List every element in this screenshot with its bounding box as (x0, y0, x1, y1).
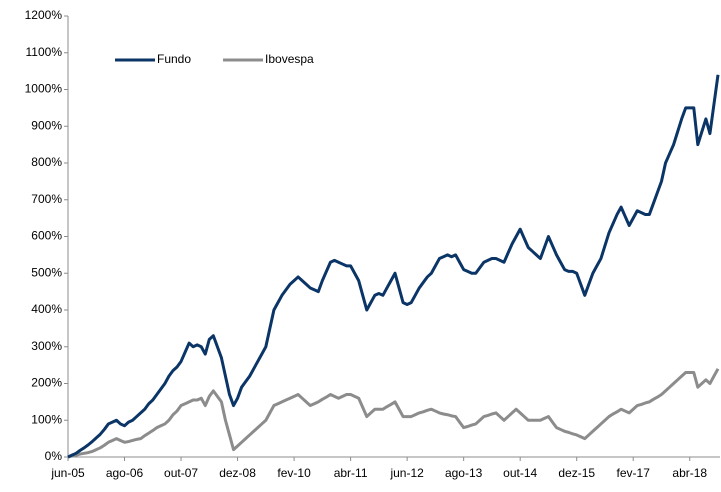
y-tick-label: 900% (31, 118, 62, 132)
y-tick-label: 700% (31, 192, 62, 206)
y-tick-label: 1100% (26, 45, 63, 59)
x-tick-label: out-14 (503, 466, 537, 480)
x-tick-label: fev-10 (277, 466, 311, 480)
series-line (67, 74, 720, 459)
y-tick-label: 1200% (25, 8, 63, 22)
legend-label: Ibovespa (265, 52, 314, 66)
x-tick-label: ago-06 (106, 466, 144, 480)
y-tick-label: 600% (31, 229, 62, 243)
x-tick-label: jun-12 (389, 466, 424, 480)
x-tick-label: abr-11 (334, 466, 368, 480)
y-tick-label: 200% (31, 376, 62, 390)
y-tick-label: 500% (31, 265, 62, 279)
x-tick-label: ago-13 (445, 466, 483, 480)
series-line (67, 368, 720, 459)
y-tick-label: 400% (31, 302, 62, 316)
x-tick-label: out-07 (164, 466, 198, 480)
y-tick-label: 300% (31, 339, 62, 353)
y-tick-label: 100% (31, 412, 62, 426)
x-tick-label: fev-17 (617, 466, 651, 480)
x-tick-label: dez-08 (219, 466, 256, 480)
y-tick-label: 0% (45, 449, 63, 463)
legend-label: Fundo (157, 52, 191, 66)
x-tick-label: jun-05 (50, 466, 85, 480)
x-tick-label: dez-15 (558, 466, 595, 480)
y-tick-label: 1000% (25, 82, 63, 96)
y-tick-label: 800% (31, 155, 62, 169)
x-tick-label: abr-18 (672, 466, 707, 480)
